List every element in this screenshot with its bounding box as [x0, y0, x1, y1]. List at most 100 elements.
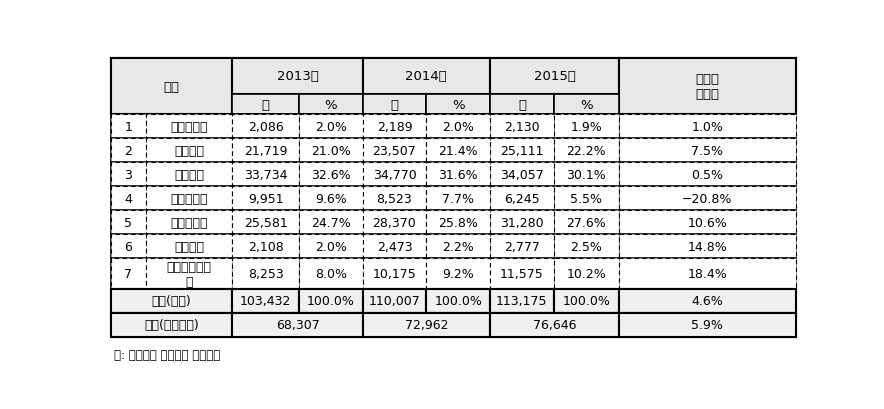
Text: 명: 명: [262, 99, 270, 112]
Text: 7: 7: [125, 267, 133, 281]
Text: 31.6%: 31.6%: [438, 169, 478, 182]
Bar: [362, 313, 490, 337]
Text: 4.6%: 4.6%: [691, 294, 723, 308]
Bar: [619, 187, 796, 211]
Bar: [299, 235, 362, 259]
Bar: [362, 235, 426, 259]
Bar: [232, 235, 299, 259]
Text: 113,175: 113,175: [496, 294, 548, 308]
Bar: [553, 187, 619, 211]
Bar: [110, 235, 146, 259]
Bar: [146, 139, 232, 163]
Text: 2013년: 2013년: [277, 70, 318, 83]
Text: 2,189: 2,189: [377, 121, 412, 134]
Bar: [110, 58, 232, 115]
Text: 2,086: 2,086: [248, 121, 284, 134]
Bar: [146, 187, 232, 211]
Bar: [110, 187, 146, 211]
Bar: [553, 211, 619, 235]
Bar: [490, 259, 553, 289]
Text: 22.2%: 22.2%: [567, 145, 606, 157]
Bar: [110, 163, 796, 187]
Text: 10.6%: 10.6%: [688, 216, 728, 229]
Text: 1: 1: [125, 121, 133, 134]
Text: 100.0%: 100.0%: [434, 294, 482, 308]
Bar: [490, 313, 619, 337]
Text: 2.0%: 2.0%: [315, 121, 347, 134]
Bar: [490, 95, 553, 115]
Bar: [362, 58, 490, 95]
Bar: [110, 139, 146, 163]
Text: 2.0%: 2.0%: [442, 121, 474, 134]
Text: 연평균
증가율: 연평균 증가율: [695, 73, 720, 101]
Bar: [426, 115, 490, 139]
Text: 의료고도: 의료고도: [174, 145, 204, 157]
Text: 103,432: 103,432: [240, 294, 292, 308]
Bar: [426, 139, 490, 163]
Text: 10,175: 10,175: [372, 267, 416, 281]
Text: 전체(중복제외): 전체(중복제외): [144, 319, 199, 331]
Bar: [146, 235, 232, 259]
Text: 68,307: 68,307: [276, 319, 319, 331]
Bar: [110, 235, 796, 259]
Text: 23,507: 23,507: [372, 145, 416, 157]
Text: 6: 6: [125, 240, 133, 253]
Text: 18.4%: 18.4%: [688, 267, 728, 281]
Bar: [490, 139, 553, 163]
Text: 25,581: 25,581: [244, 216, 287, 229]
Text: 32.6%: 32.6%: [311, 169, 351, 182]
Text: 31,280: 31,280: [500, 216, 544, 229]
Text: 24.7%: 24.7%: [311, 216, 351, 229]
Text: 110,007: 110,007: [369, 294, 421, 308]
Bar: [110, 139, 796, 163]
Bar: [362, 139, 426, 163]
Text: 28,370: 28,370: [372, 216, 416, 229]
Text: 의료최고도: 의료최고도: [171, 121, 208, 134]
Bar: [553, 95, 619, 115]
Bar: [146, 259, 232, 289]
Bar: [110, 259, 146, 289]
Bar: [110, 211, 796, 235]
Bar: [362, 163, 426, 187]
Text: 신체기능저하
군: 신체기능저하 군: [167, 260, 212, 288]
Bar: [619, 289, 796, 313]
Text: 주: 의료급여 청구자료 분석결과: 주: 의료급여 청구자료 분석결과: [114, 348, 220, 361]
Text: 2,473: 2,473: [377, 240, 412, 253]
Bar: [110, 313, 796, 337]
Text: 21.0%: 21.0%: [311, 145, 351, 157]
Text: 5.5%: 5.5%: [570, 193, 602, 205]
Text: 100.0%: 100.0%: [562, 294, 610, 308]
Bar: [299, 95, 362, 115]
Text: 2.5%: 2.5%: [570, 240, 602, 253]
Bar: [232, 187, 299, 211]
Text: 8,253: 8,253: [248, 267, 284, 281]
Text: 76,646: 76,646: [533, 319, 576, 331]
Bar: [299, 289, 362, 313]
Text: 25,111: 25,111: [500, 145, 544, 157]
Text: 21.4%: 21.4%: [438, 145, 478, 157]
Text: 25.8%: 25.8%: [438, 216, 478, 229]
Bar: [232, 289, 299, 313]
Bar: [362, 187, 426, 211]
Bar: [490, 235, 553, 259]
Bar: [619, 139, 796, 163]
Text: 10.2%: 10.2%: [567, 267, 606, 281]
Bar: [232, 259, 299, 289]
Text: 9.2%: 9.2%: [442, 267, 474, 281]
Bar: [146, 211, 232, 235]
Text: 2,777: 2,777: [504, 240, 540, 253]
Bar: [619, 235, 796, 259]
Bar: [110, 211, 146, 235]
Text: 2015년: 2015년: [534, 70, 575, 83]
Bar: [426, 187, 490, 211]
Bar: [110, 187, 796, 211]
Bar: [299, 115, 362, 139]
Bar: [362, 289, 426, 313]
Bar: [362, 211, 426, 235]
Bar: [490, 115, 553, 139]
Bar: [232, 58, 362, 95]
Bar: [232, 115, 299, 139]
Bar: [619, 259, 796, 289]
Text: %: %: [324, 99, 337, 112]
Bar: [553, 289, 619, 313]
